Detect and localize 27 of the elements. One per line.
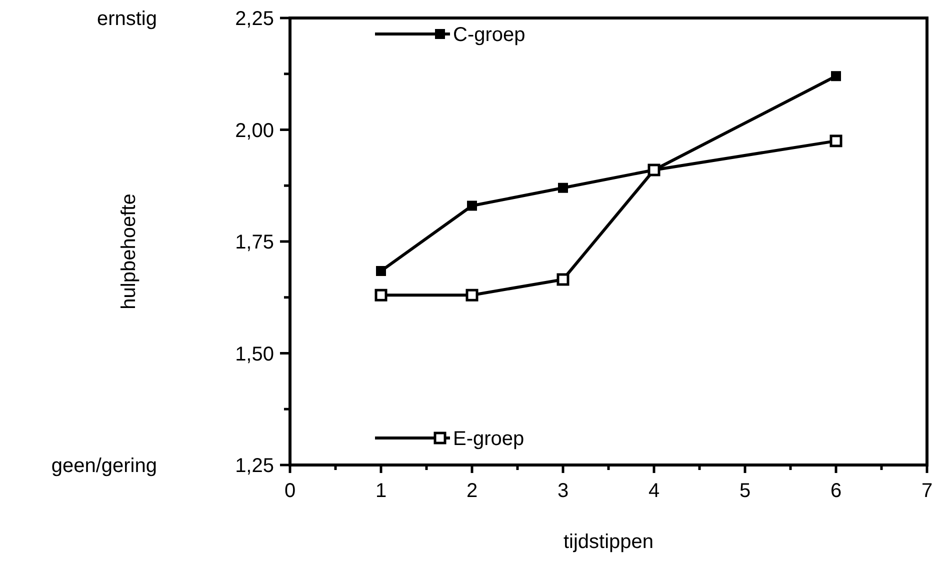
point (830, 134, 842, 148)
x-tick-label: 1 (375, 480, 387, 502)
point (376, 266, 386, 276)
point (558, 182, 568, 193)
legend-label: C-groep (453, 24, 526, 46)
x-axis-title: tijdstippen (563, 531, 654, 553)
x-tick-label: 7 (921, 480, 933, 502)
y-tick-label: 2,00 (235, 120, 274, 142)
y-tick-label: 1,25 (235, 455, 274, 477)
x-tick-label: 2 (466, 480, 478, 502)
point (467, 200, 477, 211)
y-tick-label: 1,50 (235, 343, 274, 366)
text: ernstig (96, 8, 157, 30)
x-tick-label: 5 (739, 480, 751, 502)
point (831, 71, 841, 82)
point (556, 273, 570, 286)
y-axis-title: hulpbehoefte (118, 194, 140, 310)
x-tick-label: 0 (284, 480, 296, 502)
point (374, 288, 388, 302)
legend-label: E-groep (453, 428, 524, 450)
y-tick-label: 1,75 (235, 232, 274, 254)
x-tick-label: 3 (557, 480, 569, 502)
x-tick-label: 4 (648, 480, 660, 502)
text: geen/gering (51, 455, 157, 477)
x-tick-label: 6 (830, 480, 842, 502)
y-tick-label: 2,25 (235, 8, 274, 30)
point (466, 288, 478, 302)
